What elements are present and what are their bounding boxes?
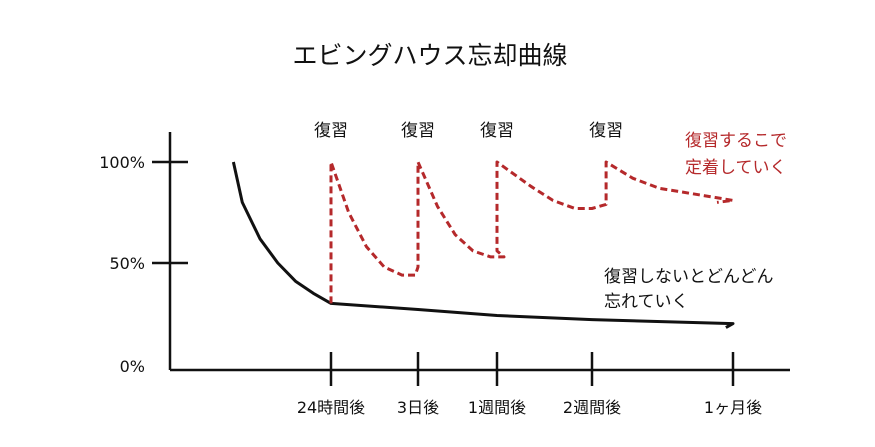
y-tick-label-0: 0% bbox=[120, 357, 145, 376]
x-tick-label-1: 3日後 bbox=[397, 398, 439, 417]
x-tick-label-3: 2週間後 bbox=[563, 398, 621, 417]
x-ticks: 24時間後 3日後 1週間後 2週間後 1ヶ月後 bbox=[297, 352, 762, 417]
no-review-annotation-line1: 復習しないとどんどん bbox=[604, 267, 774, 287]
with-review-annotation: 復習するこで 定着していく bbox=[685, 131, 792, 178]
x-tick-label-4: 1ヶ月後 bbox=[704, 398, 762, 417]
series-layer bbox=[231, 160, 735, 329]
series-no-review-line bbox=[231, 161, 735, 329]
x-tick-label-0: 24時間後 bbox=[297, 398, 365, 417]
review-label-3: 復習 bbox=[589, 121, 623, 141]
y-tick-label-50: 50% bbox=[109, 254, 145, 273]
no-review-annotation-line2: 忘れていく bbox=[604, 292, 689, 312]
y-tick-label-100: 100% bbox=[99, 153, 145, 172]
review-label-0: 復習 bbox=[314, 121, 348, 141]
no-review-annotation: 復習しないとどんどん 忘れていく bbox=[604, 267, 779, 312]
x-tick-label-2: 1週間後 bbox=[468, 398, 526, 417]
with-review-annotation-line1: 復習するこで bbox=[685, 131, 787, 151]
review-label-2: 復習 bbox=[480, 121, 514, 141]
with-review-annotation-line2: 定着していく bbox=[685, 158, 787, 178]
review-label-1: 復習 bbox=[401, 121, 435, 141]
chart-title: エビングハウス忘却曲線 bbox=[292, 41, 567, 70]
review-labels: 復習 復習 復習 復習 bbox=[314, 121, 623, 141]
